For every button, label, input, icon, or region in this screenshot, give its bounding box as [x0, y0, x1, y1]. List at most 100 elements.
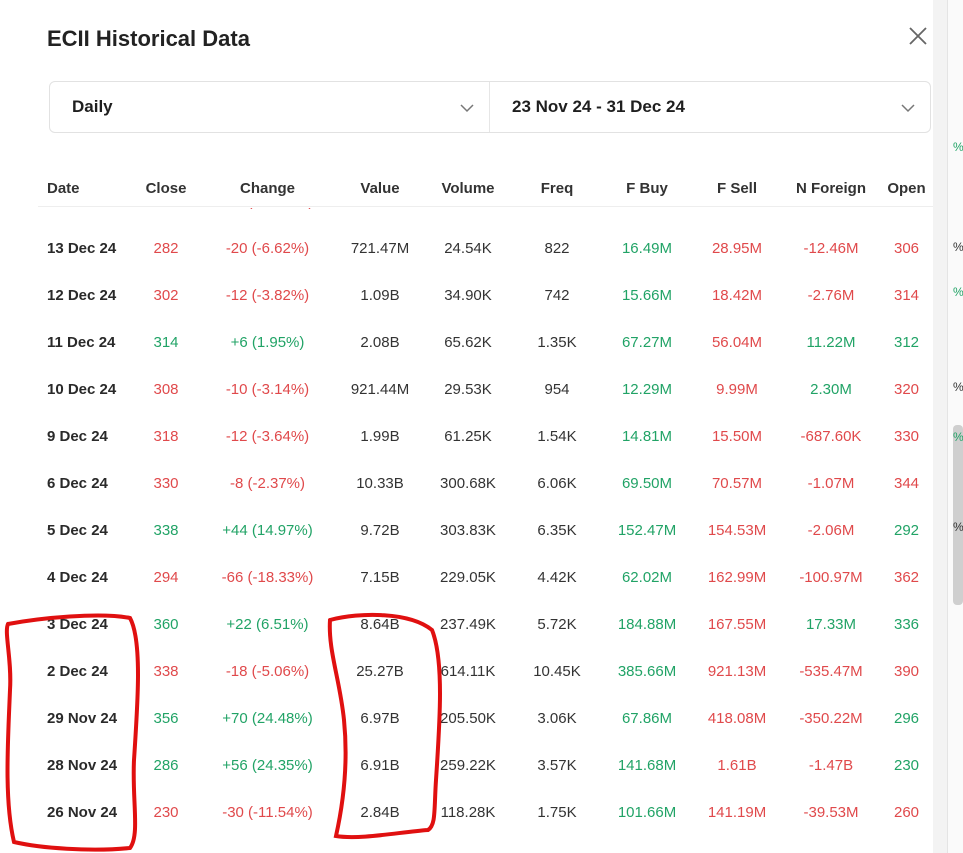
table-row: 13 Dec 24 282 -20 (-6.62%) 721.47M 24.54K 822… — [38, 225, 933, 272]
cell-open: 230 — [893, 757, 920, 774]
cell-close: 302 — [153, 287, 179, 304]
date-range-dropdown[interactable]: 23 Nov 24 - 31 Dec 24 — [490, 82, 930, 132]
strip-fragment: % — [953, 520, 963, 534]
cell-nforeign: -535.47M — [799, 663, 863, 680]
cell-fsell: 921.13M — [707, 663, 767, 680]
cell-change: -20 (-6.62%) — [225, 240, 310, 257]
cell-value: 8.64B — [360, 616, 400, 633]
cell-value: 6.91B — [360, 757, 400, 774]
table-row: 10 Dec 24 308 -10 (-3.14%) 921.44M 29.53K 954… — [38, 366, 933, 413]
background-page-strip: %%%%%% — [933, 0, 963, 853]
cell-change: -18 (-5.06%) — [225, 663, 310, 680]
filter-bar: Daily 23 Nov 24 - 31 Dec 24 — [49, 81, 931, 133]
strip-fragment: % — [953, 285, 963, 299]
cell-change: +44 (14.97%) — [222, 522, 313, 539]
cell-fbuy: 44.53M — [602, 208, 692, 225]
cell-nforeign: -39.53M — [803, 804, 859, 821]
cell-fbuy: 101.66M — [617, 804, 677, 821]
column-header-open: Open — [887, 179, 926, 197]
cell-nforeign: -12.46M — [803, 240, 859, 257]
cell-change: -8 (-2.37%) — [229, 475, 306, 492]
table-row: 26 Nov 24 230 -30 (-11.54%) 2.84B 118.28K 1.7… — [38, 789, 933, 836]
cell-fbuy: 12.29M — [621, 381, 673, 398]
table-row: 4 Dec 24 294 -66 (-18.33%) 7.15B 229.05K 4.42… — [38, 554, 933, 601]
cell-nforeign: -350.22M — [799, 710, 863, 727]
cell-freq: 1.54K — [537, 428, 577, 445]
cell-date: 12 Dec 24 — [47, 287, 117, 304]
cell-volume: 29.53K — [444, 381, 492, 398]
cell-change: +70 (24.48%) — [222, 710, 313, 727]
table-row: 11 Dec 24 314 +6 (1.95%) 2.08B 65.62K 1.35K 67… — [38, 319, 933, 366]
cell-freq: 954 — [544, 381, 570, 398]
table-body-viewport[interactable]: 16 Dec 24252-30 (-10.64%)979.24M38.06K1.… — [38, 208, 933, 853]
cell-fbuy: 14.81M — [621, 428, 673, 445]
cell-volume: 259.22K — [440, 757, 496, 774]
column-header-freq: Freq — [540, 179, 574, 197]
cell-date: 28 Nov 24 — [47, 757, 118, 774]
cell-volume: 118.28K — [440, 804, 496, 821]
cell-date: 16 Dec 24 — [38, 208, 133, 225]
cell-freq: 3.06K — [537, 710, 577, 727]
cell-fsell: 56.04M — [711, 334, 763, 351]
date-range-value: 23 Nov 24 - 31 Dec 24 — [512, 97, 685, 116]
cell-close: 282 — [153, 240, 179, 257]
column-header-value: Value — [360, 179, 400, 197]
cell-date: 5 Dec 24 — [47, 522, 108, 539]
cell-date: 4 Dec 24 — [47, 569, 108, 586]
cell-freq: 1.75K — [537, 804, 577, 821]
cell-open: 330 — [893, 428, 920, 445]
cell-nforeign: -1.47B — [808, 757, 854, 774]
cell-value: 6.97B — [360, 710, 400, 727]
cell-open: 296 — [893, 710, 920, 727]
cell-fbuy: 152.47M — [617, 522, 677, 539]
cell-open: 312 — [893, 334, 920, 351]
strip-fragment: % — [953, 430, 963, 444]
cell-volume: 205.50K — [440, 710, 496, 727]
cell-date: 9 Dec 24 — [47, 428, 108, 445]
cell-volume: 300.68K — [440, 475, 496, 492]
cell-fsell: 15.50M — [711, 428, 763, 445]
cell-fbuy: 184.88M — [617, 616, 677, 633]
cell-date: 26 Nov 24 — [47, 804, 118, 821]
cell-close: 360 — [153, 616, 179, 633]
scrollbar[interactable] — [953, 425, 963, 605]
cell-open: 390 — [893, 663, 920, 680]
cell-nforeign: 11.22M — [806, 334, 856, 351]
cell-close: 286 — [153, 757, 179, 774]
cell-change: +56 (24.35%) — [222, 757, 313, 774]
cell-open: 314 — [893, 287, 920, 304]
cell-close: 356 — [153, 710, 179, 727]
cell-volume: 34.90K — [444, 287, 492, 304]
cell-volume: 61.25K — [444, 428, 492, 445]
cell-fsell: 154.53M — [707, 522, 767, 539]
column-header-fsell: F Sell — [716, 179, 757, 197]
cell-fsell: 70.57M — [711, 475, 763, 492]
cell-value: 9.72B — [360, 522, 400, 539]
table-row: 16 Dec 24252-30 (-10.64%)979.24M38.06K1.… — [38, 208, 933, 225]
cell-value: 2.08B — [360, 334, 400, 351]
cell-open: 320 — [893, 381, 920, 398]
period-dropdown[interactable]: Daily — [50, 82, 490, 132]
strip-fragment: % — [953, 240, 963, 254]
cell-change: +22 (6.51%) — [226, 616, 309, 633]
cell-date: 11 Dec 24 — [47, 334, 116, 351]
column-header-nforeign: N Foreign — [796, 179, 866, 197]
cell-value: 1.09B — [360, 287, 400, 304]
close-button[interactable] — [902, 20, 934, 52]
cell-date: 29 Nov 24 — [47, 710, 118, 727]
cell-fsell: 32.11M — [692, 208, 782, 225]
column-header-fbuy: F Buy — [626, 179, 668, 197]
cell-open: 362 — [893, 569, 920, 586]
cell-change: -12 (-3.64%) — [225, 428, 310, 445]
cell-nforeign: -1.07M — [807, 475, 855, 492]
cell-value: 10.33B — [356, 475, 404, 492]
cell-open: 282 — [880, 208, 933, 225]
cell-nforeign: -2.76M — [807, 287, 855, 304]
chevron-down-icon — [901, 104, 915, 113]
cell-close: 294 — [153, 569, 179, 586]
chevron-down-icon — [460, 104, 474, 113]
table-row: 28 Nov 24 286 +56 (24.35%) 6.91B 259.22K 3.57… — [38, 742, 933, 789]
cell-volume: 237.49K — [440, 616, 496, 633]
table-row: 2 Dec 24 338 -18 (-5.06%) 25.27B 614.11K 10.4… — [38, 648, 933, 695]
cell-nforeign: -687.60K — [800, 428, 862, 445]
